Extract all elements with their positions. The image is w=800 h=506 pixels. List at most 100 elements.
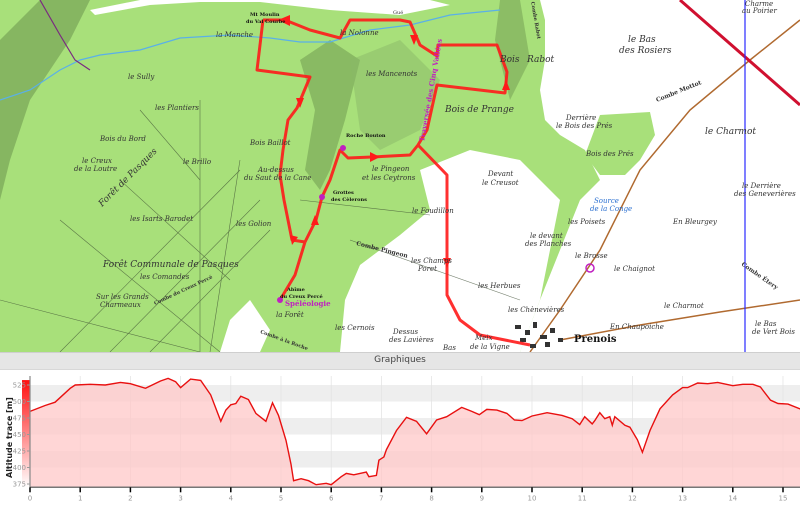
highway-a31 [679,0,800,107]
x-tick-label: 11 [578,494,587,502]
valley-floor [90,0,450,15]
x-tick-label: 12 [628,494,637,502]
map-label: Bois du Bord [99,135,146,143]
grid-band [30,401,800,418]
map-label: Devant [487,170,513,178]
elevation-chart[interactable]: 375 400 425 450 475 500 525 0 1 2 3 4 5 6 7 8 9 10 11 12 13 1… [0,370,800,502]
map-label: En Chaupoiche [609,323,664,331]
map-label: Derrière [565,114,596,122]
map-label: Bois des Prés [585,150,634,158]
map-label: Sur les Grands [96,293,149,301]
map-label: les Golion [236,220,272,228]
map-label: le Derrière [742,182,781,190]
map-label: des Lavières [389,336,434,344]
map-label: Bois [499,55,520,65]
map-label: les Isarts Barodet [130,215,193,223]
x-tick-label: 10 [528,494,537,502]
map-label: du Creux Percé [280,293,323,300]
y-tick-label: 450 [13,431,26,439]
map-label: Meix [474,334,493,342]
map-label: le Foudillon [412,207,454,215]
x-tick-label: 1 [78,494,82,502]
map-label: Prenois [574,334,617,345]
map-label: Poret [417,265,437,273]
river-ignon [0,9,501,101]
map-label: les Champs [411,257,452,265]
y-tick-label: 500 [13,398,26,406]
valley-slope-mancenots [350,40,440,150]
topographic-map[interactable]: la Manche les Mancenots Bois de Prange B… [0,0,800,352]
village-prenois-buildings [515,322,563,348]
y-tick-label: 400 [13,464,26,472]
map-label: le Chaignot [614,265,655,273]
map-label: de la Conge [590,205,632,213]
map-label: les Cernois [335,324,375,332]
panel-title: Graphiques [374,355,426,365]
map-label: le Charmot [705,127,756,137]
map-label: le Sully [128,73,155,81]
star-icon [319,194,325,200]
map-label: En Bleurgey [672,218,718,226]
map-label: les Herbues [478,282,521,290]
map-label: Mt Moulin [250,12,280,18]
map-label: au Poirier [742,7,778,15]
map-label: le Brillo [183,158,211,166]
y-tick-label: 425 [13,448,26,456]
map-label: les Plantiers [155,104,199,112]
map-label: la Nolonne [340,29,379,37]
map-label: du Saut de la Cane [244,174,311,182]
altitude-color-scale [22,380,30,488]
map-label: des Cèlerons [331,196,367,203]
map-label: les Poisets [568,218,606,226]
open-field-southwest [220,300,270,352]
map-label: le Creusot [482,179,519,187]
map-label: le Pingeon [372,165,410,173]
x-tick-label: 9 [480,494,484,502]
x-tick-label: 4 [229,494,234,502]
map-label: Bois Baillot [249,139,291,147]
graphs-panel-header[interactable]: Graphiques [0,352,800,370]
star-icon [340,145,346,151]
map-label: des Rosiers [619,46,672,56]
map-label: Forêt Communale de Pasques [102,259,239,270]
forest-parcel-lines [0,100,521,352]
route-direction-arrows [278,15,510,268]
map-label: Gué [393,9,403,16]
x-tick-label: 2 [128,494,132,502]
map-label: Charmeaux [100,301,141,309]
open-field-south [340,150,560,352]
map-label: les Chènevières [508,306,565,314]
map-label: des Geneverières [734,190,796,198]
map-label: la Manche [216,31,253,39]
grid-band [30,385,800,402]
road-d108 [559,299,800,341]
map-label: Au-dessus [257,166,294,174]
elevation-line [29,377,800,486]
map-label: le devant [530,232,563,240]
y-tick-label: 525 [13,382,26,390]
x-tick-label: 0 [28,494,32,502]
map-label: Grottes [333,190,354,196]
poi-markers [277,145,595,303]
grid-band [30,377,800,385]
well-icon [585,263,595,273]
map-canvas[interactable]: la Manche les Mancenots Bois de Prange B… [0,0,800,352]
x-tick-label: 8 [429,494,433,502]
map-label: du Val Courbe [246,19,285,25]
x-tick-label: 3 [178,494,182,502]
elevation-area [30,378,800,488]
y-axis-label: Altitude trace [m] [5,397,14,478]
map-label: de Vert Bois [752,328,795,336]
x-tick-label: 5 [279,494,283,502]
map-label: le Bas [628,35,656,45]
map-label: le Brosse [575,252,608,260]
map-label: Dessus [392,328,418,336]
x-tick-label: 15 [779,494,788,502]
map-label: Source [594,197,619,205]
map-label: la Forêt [276,311,304,319]
map-label: le Bas [755,320,777,328]
y-tick-label: 375 [13,481,26,489]
star-icon [277,297,283,303]
map-label: les Mancenots [366,70,418,78]
